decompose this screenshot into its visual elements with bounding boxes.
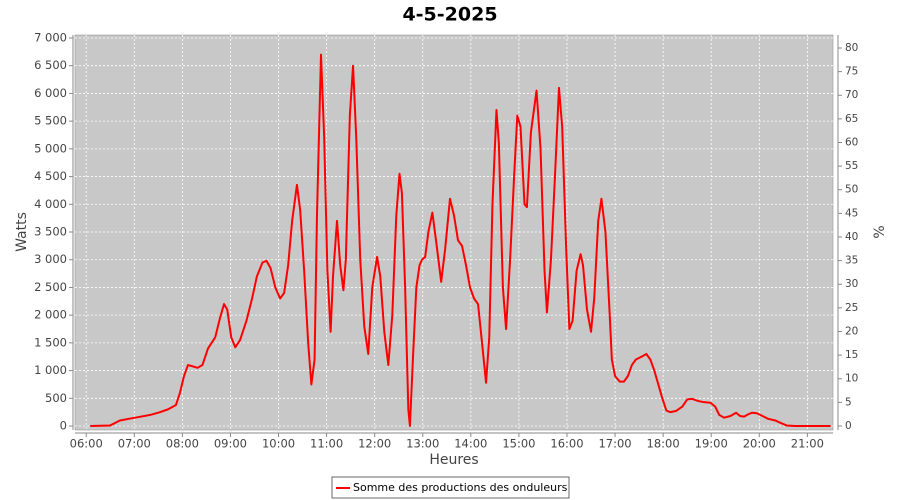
y2-tick-label: 15 xyxy=(845,349,858,361)
y-tick-label: 7 000 xyxy=(34,30,67,44)
x-tick-label: 12:00 xyxy=(358,437,391,451)
x-tick-label: 14:00 xyxy=(454,437,487,451)
y2-tick-label: 65 xyxy=(845,113,858,125)
y-tick-label: 1 500 xyxy=(34,335,67,349)
y2-tick-label: 10 xyxy=(845,373,858,385)
y-axis-label: Watts xyxy=(14,212,30,252)
y2-tick-label: 30 xyxy=(845,278,858,290)
y2-tick-label: 25 xyxy=(845,302,858,314)
y-tick-label: 6 000 xyxy=(34,86,67,100)
x-tick-label: 16:00 xyxy=(550,437,583,451)
y2-tick-label: 0 xyxy=(845,420,852,432)
x-tick-label: 20:00 xyxy=(743,437,776,451)
chart-title: 4-5-2025 xyxy=(402,4,497,26)
series-line xyxy=(90,53,831,428)
x-tick-label: 11:00 xyxy=(310,437,343,451)
x-tick-label: 10:00 xyxy=(262,437,295,451)
x-tick-label: 06:00 xyxy=(70,437,103,451)
plot-area xyxy=(74,34,834,431)
y-tick-label: 5 500 xyxy=(34,114,67,128)
y2-tick-label: 50 xyxy=(845,184,858,196)
y2-tick-label: 75 xyxy=(845,66,858,78)
y-tick-label: 2 500 xyxy=(34,280,67,294)
y-tick-label: 6 500 xyxy=(34,58,67,72)
y-tick-label: 1 000 xyxy=(34,363,67,377)
x-tick-label: 09:00 xyxy=(214,437,247,451)
y-tick-label: 3 500 xyxy=(34,225,67,239)
x-tick-label: 13:00 xyxy=(406,437,439,451)
y2-tick-label: 70 xyxy=(845,89,858,101)
y2-tick-label: 35 xyxy=(845,255,858,267)
x-tick-label: 17:00 xyxy=(598,437,631,451)
y-tick-label: 3 000 xyxy=(34,252,67,266)
y-tick-label: 4 000 xyxy=(34,197,67,211)
y2-tick-label: 45 xyxy=(845,207,858,219)
x-tick-label: 15:00 xyxy=(502,437,535,451)
y2-tick-label: 80 xyxy=(845,42,858,54)
x-tick-label: 18:00 xyxy=(647,437,680,451)
legend-label: Somme des productions des onduleurs xyxy=(353,481,568,494)
y2-tick-label: 60 xyxy=(845,136,858,148)
y-tick-label: 500 xyxy=(45,391,67,405)
y-tick-label: 4 500 xyxy=(34,169,67,183)
x-tick-label: 21:00 xyxy=(791,437,824,451)
x-tick-label: 08:00 xyxy=(166,437,199,451)
x-tick-label: 19:00 xyxy=(695,437,728,451)
x-tick-label: 07:00 xyxy=(118,437,151,451)
y2-axis-label: % xyxy=(872,225,888,238)
y2-tick-label: 5 xyxy=(845,396,852,408)
y-tick-label: 0 xyxy=(60,419,67,433)
y-tick-label: 5 000 xyxy=(34,141,67,155)
x-axis-label: Heures xyxy=(429,452,478,468)
y-tick-label: 2 000 xyxy=(34,308,67,322)
legend-box xyxy=(331,476,570,499)
y2-tick-label: 20 xyxy=(845,325,858,337)
y2-tick-label: 55 xyxy=(845,160,858,172)
y2-tick-label: 40 xyxy=(845,231,858,243)
